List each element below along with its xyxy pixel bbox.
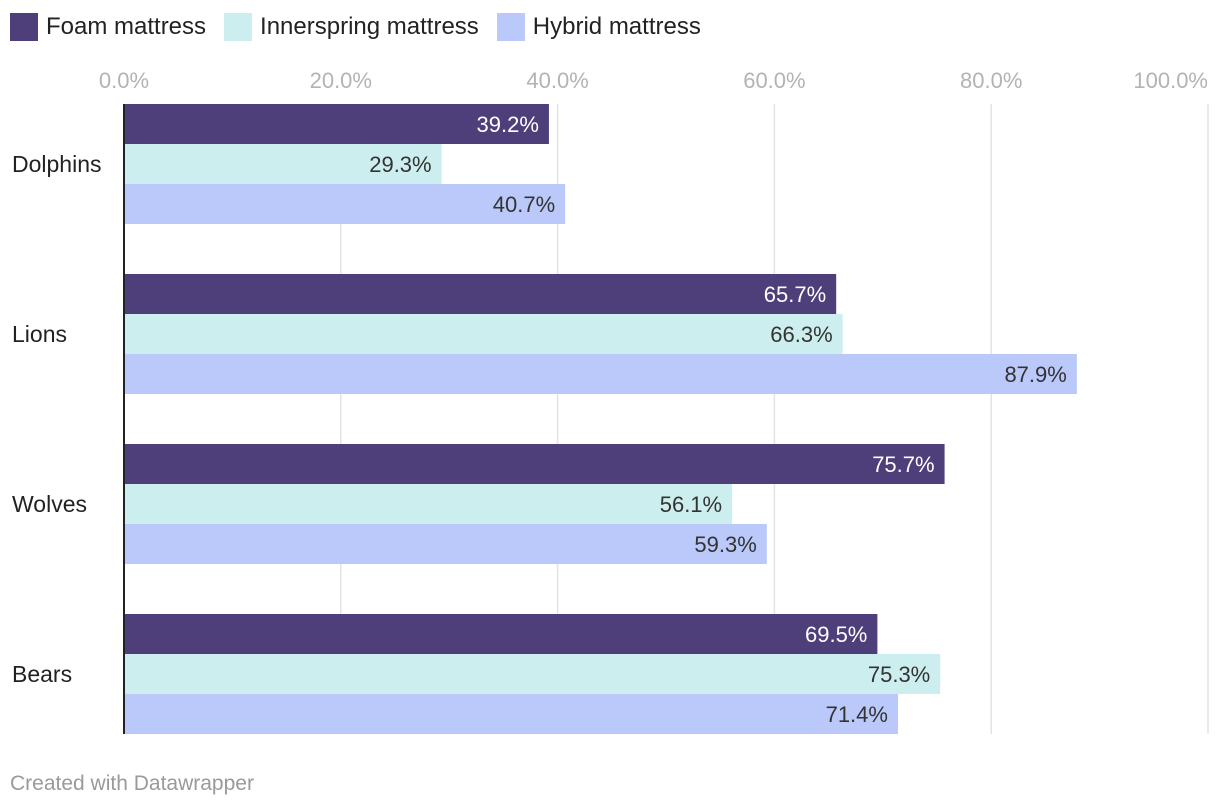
- x-tick-label: 40.0%: [526, 68, 588, 93]
- category-label: Lions: [12, 321, 67, 347]
- category-label: Bears: [12, 661, 72, 687]
- data-label: 65.7%: [764, 282, 826, 307]
- category-label: Dolphins: [12, 151, 102, 177]
- x-tick-label: 80.0%: [960, 68, 1022, 93]
- bar: [124, 444, 945, 484]
- bar: [124, 524, 767, 564]
- category-label: Wolves: [12, 491, 87, 517]
- legend-label: Innerspring mattress: [260, 13, 479, 40]
- data-label: 56.1%: [660, 492, 722, 517]
- bar: [124, 694, 898, 734]
- bar: [124, 614, 878, 654]
- data-label: 75.7%: [872, 452, 934, 477]
- legend-item: Hybrid mattress: [496, 13, 701, 41]
- bar: [124, 184, 566, 224]
- bar: [124, 274, 837, 314]
- x-tick-label: 0.0%: [99, 68, 149, 93]
- data-label: 66.3%: [770, 322, 832, 347]
- legend: Foam mattress Innerspring mattress Hybrid …: [10, 10, 719, 44]
- bar: [124, 314, 843, 354]
- data-label: 39.2%: [477, 112, 539, 137]
- legend-swatch: [10, 13, 38, 41]
- legend-swatch: [224, 13, 253, 41]
- data-label: 87.9%: [1004, 362, 1066, 387]
- bar-chart: 0.0% 20.0% 40.0% 60.0% 80.0% 100.0% 39.2% 29.3%…: [12, 68, 1209, 734]
- data-label: 69.5%: [805, 622, 867, 647]
- data-label: 59.3%: [694, 532, 756, 557]
- data-label: 75.3%: [868, 662, 930, 687]
- legend-label: Hybrid mattress: [532, 13, 701, 40]
- data-label: 71.4%: [826, 702, 888, 727]
- legend-item: Foam mattress: [10, 13, 206, 41]
- bar: [124, 144, 442, 184]
- footer-credit: Created with Datawrapper: [10, 772, 254, 795]
- data-label: 40.7%: [493, 192, 555, 217]
- legend-swatch: [496, 13, 525, 41]
- bar: [124, 354, 1077, 394]
- x-tick-label: 60.0%: [743, 68, 805, 93]
- bar: [124, 104, 549, 144]
- data-label: 29.3%: [369, 152, 431, 177]
- x-tick-label: 20.0%: [310, 68, 372, 93]
- legend-item: Innerspring mattress: [224, 13, 479, 41]
- legend-label: Foam mattress: [46, 13, 207, 40]
- bar: [124, 654, 941, 694]
- x-tick-label: 100.0%: [1133, 68, 1208, 93]
- bar: [124, 484, 733, 524]
